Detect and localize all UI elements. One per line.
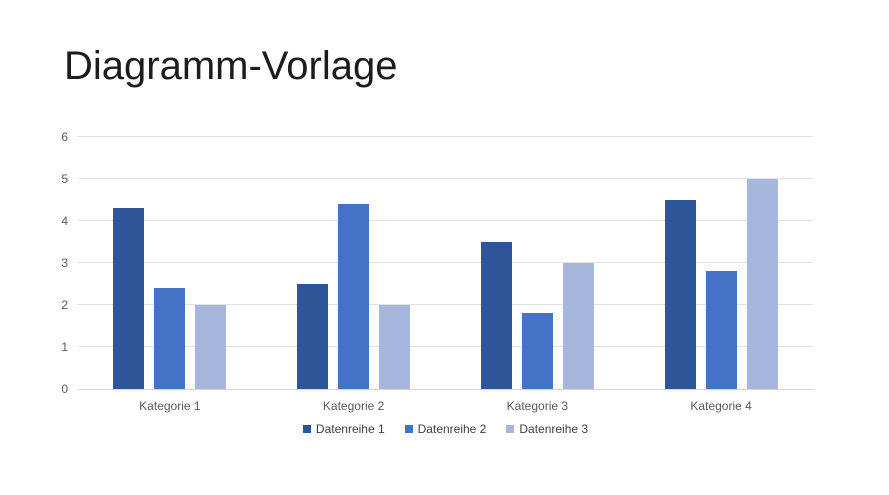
legend-label: Datenreihe 1	[315, 422, 385, 436]
y-tick-label-3: 3	[61, 256, 68, 270]
legend-label: Datenreihe 3	[519, 422, 589, 436]
y-tick-label-5: 5	[61, 172, 68, 186]
slide-title: Diagramm-Vorlage	[64, 44, 398, 88]
gridline-y-6	[78, 136, 813, 137]
bar-series-1-category-4	[664, 200, 696, 389]
plot-area	[78, 136, 813, 390]
y-tick-label-4: 4	[61, 214, 68, 228]
legend-item-2: Datenreihe 2	[404, 422, 487, 436]
bar-series-3-category-4	[746, 179, 778, 389]
gridline-y-4	[78, 220, 813, 221]
legend-item-1: Datenreihe 1	[302, 422, 385, 436]
bar-series-1-category-3	[480, 242, 512, 389]
bar-series-3-category-3	[562, 263, 594, 389]
x-category-label-2: Kategorie 2	[322, 399, 385, 413]
gridline-y-1	[78, 346, 813, 347]
chart-legend: Datenreihe 1 Datenreihe 2 Datenreihe 3	[78, 422, 813, 436]
bar-series-3-category-2	[379, 305, 411, 389]
y-tick-label-1: 1	[61, 340, 68, 354]
bar-series-1-category-1	[113, 208, 145, 389]
gridline-y-5	[78, 178, 813, 179]
legend-label: Datenreihe 2	[417, 422, 487, 436]
legend-swatch-icon	[404, 425, 413, 433]
y-tick-label-2: 2	[61, 298, 68, 312]
legend-swatch-icon	[506, 425, 515, 433]
x-category-label-3: Kategorie 3	[506, 399, 569, 413]
y-tick-label-0: 0	[61, 382, 68, 396]
y-tick-label-6: 6	[61, 130, 68, 144]
bar-series-3-category-1	[195, 305, 227, 389]
bar-series-2-category-4	[705, 271, 737, 389]
gridline-y-0	[78, 389, 813, 390]
bar-series-2-category-1	[154, 288, 186, 389]
x-category-label-4: Kategorie 4	[690, 399, 752, 413]
bar-series-2-category-3	[521, 313, 553, 389]
gridline-y-3	[78, 262, 813, 263]
gridline-y-2	[78, 304, 813, 305]
legend-swatch-icon	[302, 425, 311, 433]
legend-item-3: Datenreihe 3	[506, 422, 588, 436]
bar-series-2-category-2	[338, 204, 370, 389]
x-category-label-1: Kategorie 1	[139, 399, 201, 413]
bar-series-1-category-2	[297, 284, 329, 389]
